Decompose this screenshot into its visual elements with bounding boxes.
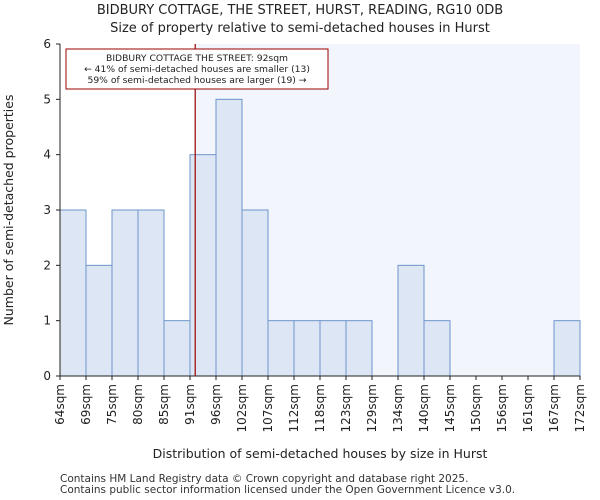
bar (345, 320, 373, 377)
y-axis-label: Number of semi-detached properties (1, 95, 16, 326)
x-tick-label: 118sqm (313, 384, 327, 432)
x-tick-label: 107sqm (261, 384, 275, 432)
x-tick-label: 134sqm (391, 384, 405, 432)
footer-line-1: Contains HM Land Registry data © Crown c… (60, 473, 469, 485)
annotation-box (65, 48, 329, 90)
histogram-chart: 0 1 2 3 4 5 6 64sqm 69sqm 75sqm 80sqm 85sqm 91sqm 96s… (1, 37, 587, 461)
x-tick-label: 85sqm (157, 384, 171, 425)
x-tick-label: 91sqm (183, 384, 197, 425)
y-tick-label: 6 (43, 37, 51, 51)
x-tick-label: 80sqm (131, 384, 145, 425)
x-tick-label: 172sqm (573, 384, 587, 432)
x-tick-label: 64sqm (53, 384, 67, 425)
x-tick-label: 140sqm (417, 384, 431, 432)
bar (553, 320, 581, 377)
x-tick-label: 102sqm (235, 384, 249, 432)
bar (319, 320, 347, 377)
bar (163, 320, 191, 377)
bar (85, 264, 113, 377)
x-tick-label: 96sqm (209, 384, 223, 425)
bar (215, 98, 243, 377)
x-tick-label: 156sqm (495, 384, 509, 432)
y-tick-label: 1 (43, 314, 51, 328)
x-tick-label: 150sqm (469, 384, 483, 432)
bar (59, 209, 87, 377)
annotation-line: 59% of semi-detached houses are larger (… (87, 75, 306, 86)
x-axis-label: Distribution of semi-detached houses by … (153, 446, 488, 461)
chart-title: BIDBURY COTTAGE, THE STREET, HURST, READ… (96, 3, 504, 18)
x-tick-label: 69sqm (79, 384, 93, 425)
y-tick-label: 3 (43, 203, 51, 217)
bar (267, 320, 295, 377)
x-tick-label: 167sqm (547, 384, 561, 432)
y-tick-label: 5 (43, 92, 51, 106)
annotation-line: ← 41% of semi-detached houses are smalle… (84, 64, 310, 75)
chart-subtitle: Size of property relative to semi-detach… (110, 21, 490, 36)
bar (189, 154, 217, 377)
bar (241, 209, 269, 377)
x-tick-label: 75sqm (105, 384, 119, 425)
bar (137, 209, 165, 377)
y-tick-label: 4 (43, 148, 51, 162)
x-tick-label: 145sqm (443, 384, 457, 432)
x-tick-label: 129sqm (365, 384, 379, 432)
annotation-line: BIDBURY COTTAGE THE STREET: 92sqm (106, 53, 288, 64)
x-tick-label: 112sqm (287, 384, 301, 432)
bar (293, 320, 321, 377)
bar (111, 209, 139, 377)
x-tick-label: 123sqm (339, 384, 353, 432)
bar (397, 264, 425, 377)
bar (423, 320, 451, 377)
x-tick-label: 161sqm (521, 384, 535, 432)
y-tick-label: 2 (43, 258, 51, 272)
footer-line-2: Contains public sector information licen… (60, 484, 516, 496)
y-tick-label: 0 (43, 369, 51, 383)
